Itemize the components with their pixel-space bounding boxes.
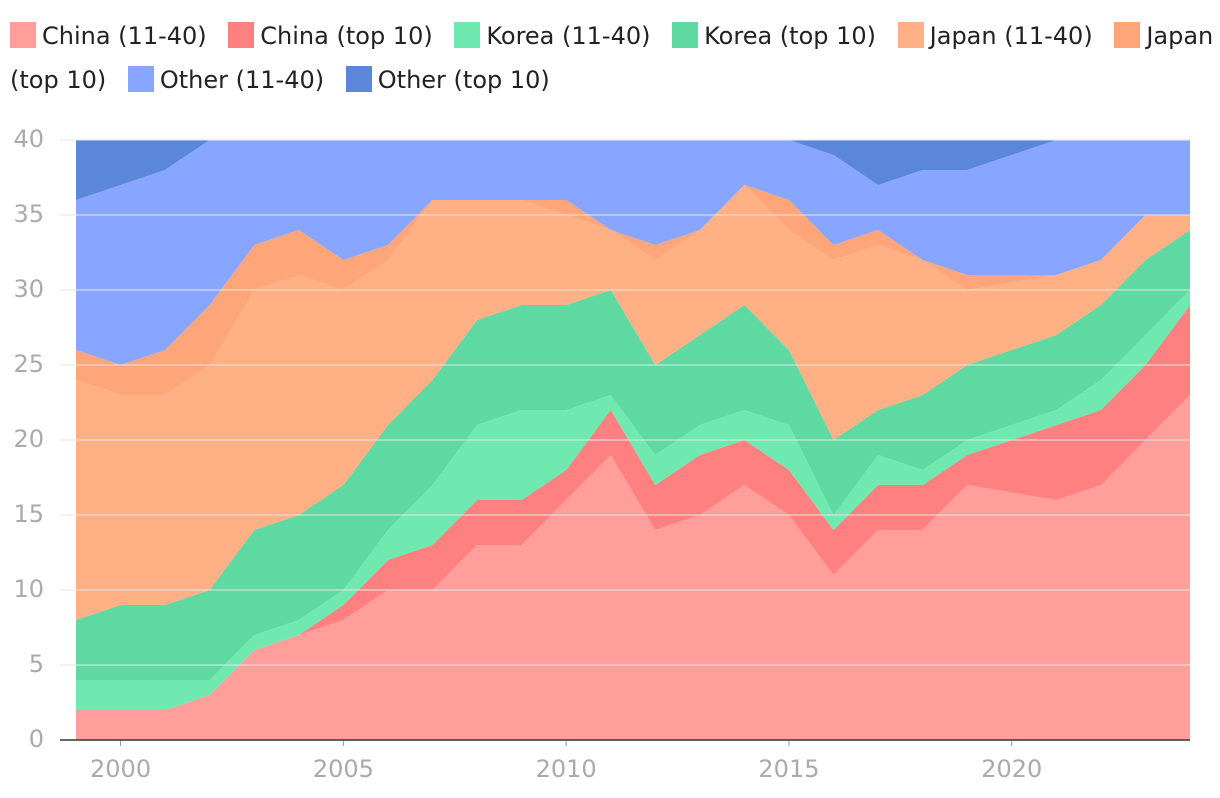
y-tick-label: 30: [13, 275, 44, 303]
legend-swatch: [1114, 22, 1141, 48]
legend-label: Korea (11-40): [486, 22, 651, 50]
legend-item: Korea (top 10): [672, 22, 876, 50]
legend-swatch: [672, 22, 699, 48]
area: [76, 185, 1190, 620]
legend-item: China (11-40): [10, 22, 207, 50]
y-tick-label: 5: [29, 650, 44, 678]
legend-swatch: [897, 22, 924, 48]
legend-item: Japan (top 10): [10, 22, 1213, 94]
legend-label: Other (top 10): [377, 66, 550, 94]
legend-swatch: [228, 22, 255, 48]
legend-swatch: [345, 66, 372, 92]
x-tick-label: 2010: [536, 755, 597, 783]
legend-swatch: [127, 66, 154, 92]
x-tick-label: 2015: [758, 755, 819, 783]
area: [76, 395, 1190, 740]
legend-label: China (11-40): [42, 22, 207, 50]
areas: [76, 140, 1190, 740]
y-tick-label: 10: [13, 575, 44, 603]
legend-swatch: [454, 22, 481, 48]
legend-item: Other (11-40): [127, 66, 325, 94]
area: [76, 140, 1190, 365]
y-tick-label: 20: [13, 425, 44, 453]
legend-item: Other (top 10): [345, 66, 550, 94]
legend: China (11-40) China (top 10) Korea (11-4…: [10, 14, 1215, 102]
legend-item: Japan (11-40): [897, 22, 1093, 50]
legend-swatch: [10, 22, 36, 48]
x-tick-label: 2005: [313, 755, 374, 783]
area: [76, 230, 1190, 680]
legend-label: Other (11-40): [159, 66, 325, 94]
legend-label: Japan (11-40): [929, 22, 1093, 50]
area: [76, 305, 1190, 710]
y-tick-label: 40: [13, 125, 44, 153]
y-tick-label: 35: [13, 200, 44, 228]
y-tick-label: 25: [13, 350, 44, 378]
legend-label: Japan (top 10): [10, 22, 1214, 94]
legend-label: Korea (top 10): [704, 22, 877, 50]
x-tick-label: 2000: [90, 755, 151, 783]
legend-item: Korea (11-40): [454, 22, 650, 50]
y-tick-label: 0: [29, 725, 44, 753]
y-tick-label: 15: [13, 500, 44, 528]
x-tick-label: 2020: [981, 755, 1042, 783]
area: [76, 140, 1190, 200]
legend-item: China (top 10): [228, 22, 433, 50]
legend-label: China (top 10): [260, 22, 433, 50]
